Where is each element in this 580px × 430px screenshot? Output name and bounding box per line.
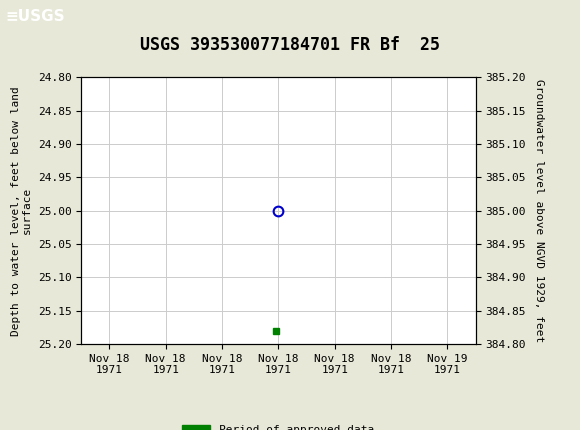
Legend: Period of approved data: Period of approved data	[178, 421, 379, 430]
Text: ≡USGS: ≡USGS	[6, 9, 66, 24]
Y-axis label: Groundwater level above NGVD 1929, feet: Groundwater level above NGVD 1929, feet	[534, 79, 544, 342]
Text: USGS 393530077184701 FR Bf  25: USGS 393530077184701 FR Bf 25	[140, 36, 440, 54]
Y-axis label: Depth to water level, feet below land
surface: Depth to water level, feet below land su…	[10, 86, 32, 335]
